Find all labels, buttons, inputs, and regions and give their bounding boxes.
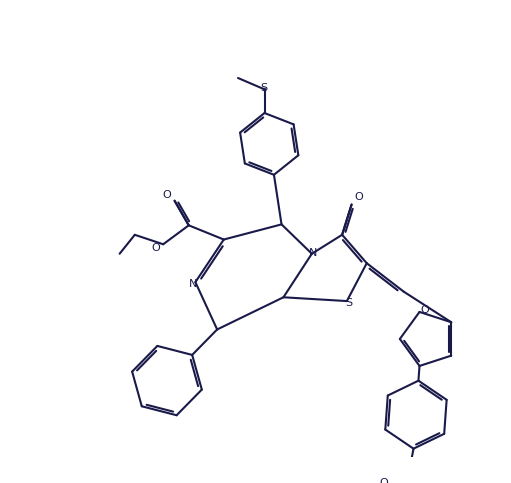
Text: N: N xyxy=(189,279,198,289)
Text: O: O xyxy=(421,305,430,315)
Text: O: O xyxy=(355,192,363,202)
Text: N: N xyxy=(309,248,317,258)
Text: O: O xyxy=(162,190,171,200)
Text: O: O xyxy=(380,478,388,483)
Text: S: S xyxy=(345,298,352,308)
Text: S: S xyxy=(260,84,267,93)
Text: O: O xyxy=(151,243,160,253)
